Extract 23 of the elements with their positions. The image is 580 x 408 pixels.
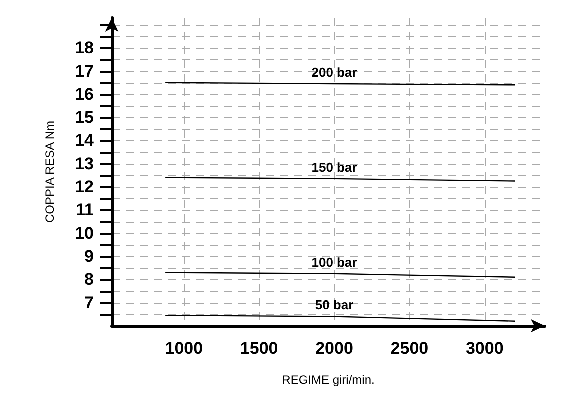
x-tick-label: 3000 [466,339,504,358]
y-tick-label: 9 [84,247,94,266]
y-axis-title: COPPIA RESA Nm [43,120,57,224]
y-tick-label: 16 [75,84,94,104]
x-tick-label: 2500 [390,339,429,358]
y-tick-label: 10 [75,224,94,243]
y-tick-label: 17 [75,62,94,81]
y-tick-label: 11 [76,200,94,220]
series-label: 150 bar [312,160,358,175]
series-label: 100 bar [312,254,358,270]
y-tick-label: 14 [75,131,95,150]
x-tick-label: 1000 [165,339,204,358]
series-label: 50 bar [315,298,354,313]
y-tick-label: 15 [75,108,94,128]
y-tick-label: 8 [84,270,94,290]
x-axis-title: REGIME giri/min. [282,373,375,387]
y-tick-label: 13 [75,154,94,174]
y-tick-label: 12 [75,178,94,197]
y-tick-label: 7 [84,293,94,312]
x-tick-label: 1500 [240,339,278,358]
y-tick-label: 18 [75,38,94,58]
series-label: 200 bar [312,65,358,80]
x-tick-label: 2000 [316,339,354,358]
